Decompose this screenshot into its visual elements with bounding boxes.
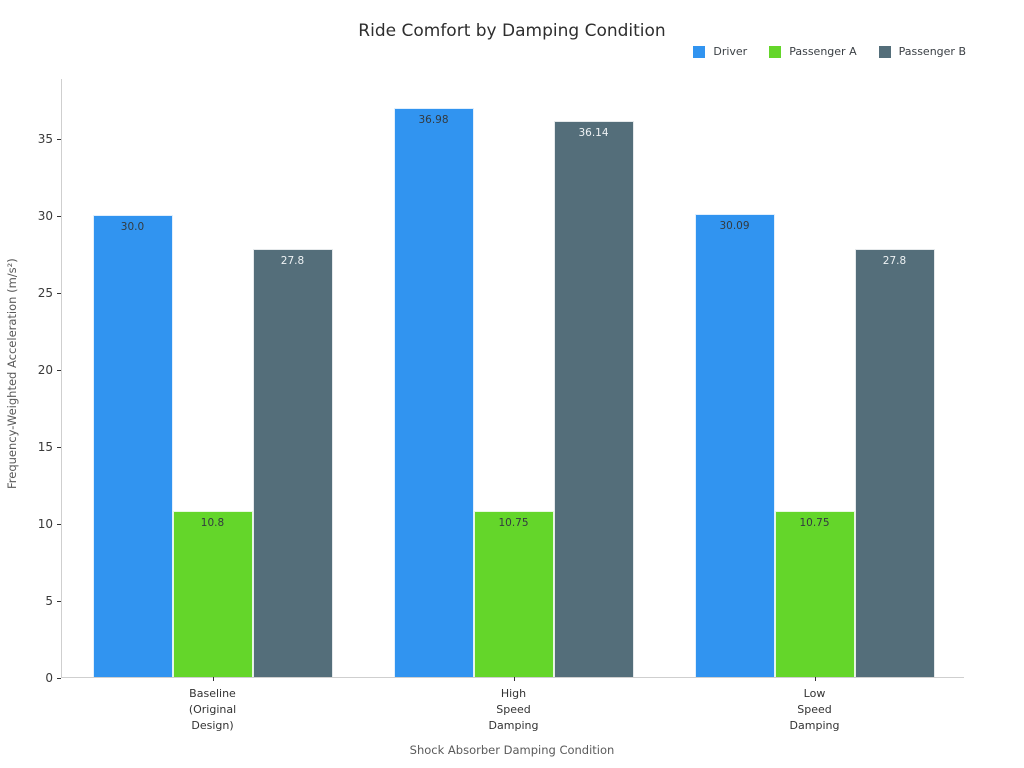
y-tick-label: 10 [37, 517, 53, 531]
legend-item-passenger-a: Passenger A [769, 45, 857, 58]
bar-value-label: 10.75 [799, 517, 830, 530]
bar-value-label: 27.8 [882, 254, 907, 267]
bar-passenger-b-1: 36.14 [553, 120, 634, 677]
legend-swatch-passenger-b [878, 45, 891, 58]
bar-value-label: 10.75 [498, 517, 529, 530]
legend-item-driver: Driver [693, 45, 747, 58]
y-axis-title: Frequency-Weighted Acceleration (m/s²) [5, 258, 19, 490]
y-tick-mark [57, 678, 61, 679]
y-tick-label: 0 [45, 671, 53, 685]
x-tick-label: Baseline (Original Design) [188, 687, 237, 732]
bar-driver-0: 30.0 [92, 215, 173, 677]
legend: Driver Passenger A Passenger B [693, 45, 966, 58]
x-tick-label: Low Speed Damping [789, 687, 840, 732]
bar-driver-2: 30.09 [694, 213, 775, 677]
bar-value-label: 27.8 [280, 254, 305, 267]
y-tick-label: 30 [37, 209, 53, 224]
y-tick-mark [57, 139, 61, 141]
bar-passenger-a-0: 10.8 [172, 510, 253, 677]
y-tick-label: 25 [37, 286, 53, 301]
bar-passenger-a-2: 10.75 [774, 511, 855, 677]
y-tick-mark [57, 370, 61, 372]
bar-passenger-b-2: 27.8 [854, 248, 935, 677]
bar-passenger-b-0: 27.8 [252, 248, 333, 677]
y-tick-mark [57, 216, 61, 218]
y-tick-label: 5 [45, 594, 53, 608]
y-tick-mark [57, 601, 61, 602]
legend-label: Driver [713, 45, 748, 58]
y-tick-mark [57, 293, 61, 295]
x-tick-mark [513, 677, 515, 681]
bar-driver-1: 36.98 [393, 107, 474, 677]
x-tick-mark [814, 677, 816, 681]
x-tick-label: High Speed Damping [488, 687, 539, 732]
y-tick-mark [57, 447, 61, 449]
y-tick-label: 20 [37, 363, 53, 378]
legend-swatch-passenger-a [769, 45, 782, 58]
chart-title: Ride Comfort by Damping Condition [358, 21, 666, 41]
bar-passenger-a-1: 10.75 [473, 511, 554, 677]
bar-value-label: 30.09 [719, 219, 750, 232]
bar-value-label: 30.0 [120, 221, 145, 234]
plot-area: 0 5 10 15 20 25 30 35 Baseline (Original Design)… [38, 79, 964, 732]
legend-swatch-driver [693, 45, 706, 58]
bar-value-label: 10.8 [200, 516, 225, 529]
y-tick-mark [57, 524, 61, 525]
legend-label: Passenger A [789, 45, 857, 58]
legend-label: Passenger B [898, 45, 966, 58]
y-tick-label: 35 [37, 132, 53, 147]
bar-value-label: 36.14 [578, 126, 609, 139]
x-tick-mark [212, 677, 214, 681]
bar-value-label: 36.98 [418, 113, 449, 126]
x-axis-title: Shock Absorber Damping Condition [409, 743, 615, 757]
legend-item-passenger-b: Passenger B [878, 45, 966, 58]
y-tick-label: 15 [37, 440, 53, 455]
